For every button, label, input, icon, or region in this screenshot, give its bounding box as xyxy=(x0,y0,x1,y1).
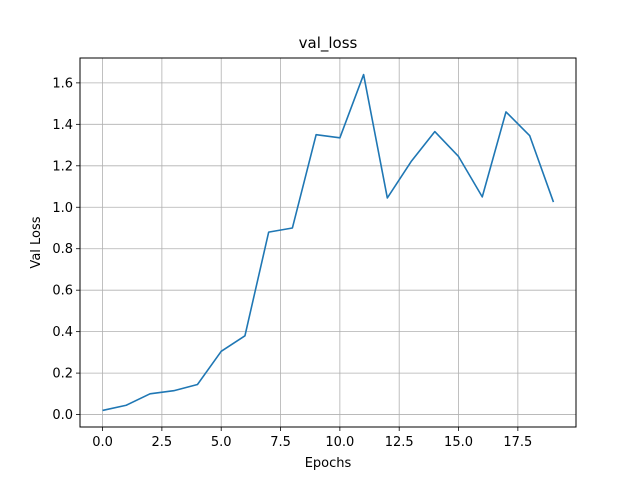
x-tick-label: 12.5 xyxy=(385,435,414,450)
x-tick-label: 7.5 xyxy=(270,435,291,450)
x-tick-label: 5.0 xyxy=(211,435,232,450)
y-tick-label: 0.0 xyxy=(52,408,73,423)
series-line xyxy=(102,73,555,412)
x-tick-label: 2.5 xyxy=(152,435,173,450)
y-tick-label: 0.8 xyxy=(52,242,73,257)
y-tick-label: 1.0 xyxy=(52,201,73,216)
x-tick-label: 15.0 xyxy=(444,435,473,450)
y-tick-label: 1.4 xyxy=(52,118,73,133)
y-tick-label: 1.6 xyxy=(52,76,73,91)
tick-layer: 0.0 2.5 5.0 7.5 10.0 12.5 15.0 17.5 0.0 0.2 0.4 0.6… xyxy=(52,76,532,450)
x-tick-label: 0.0 xyxy=(92,435,113,450)
y-tick-label: 0.6 xyxy=(52,284,73,299)
y-tick-label: 0.2 xyxy=(52,367,73,382)
grid-layer xyxy=(80,58,576,427)
x-tick-label: 10.0 xyxy=(325,435,354,450)
y-axis-label: Val Loss xyxy=(29,216,44,268)
x-axis-label: Epochs xyxy=(305,456,352,471)
chart-title: val_loss xyxy=(299,34,358,53)
series-layer xyxy=(102,73,555,412)
y-tick-label: 0.4 xyxy=(52,325,73,340)
x-tick-label: 17.5 xyxy=(503,435,532,450)
plot-frame xyxy=(79,57,577,428)
y-tick-label: 1.2 xyxy=(52,159,73,174)
